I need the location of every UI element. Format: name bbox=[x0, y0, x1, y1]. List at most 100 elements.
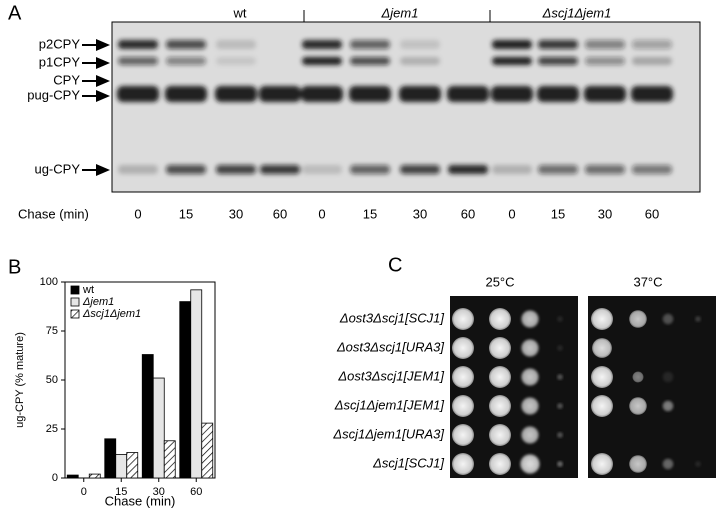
arrow-head bbox=[96, 164, 110, 176]
strain-label: Δscj1Δjem1[URA3] bbox=[332, 426, 444, 441]
band bbox=[492, 57, 532, 65]
band bbox=[400, 165, 440, 174]
band bbox=[492, 40, 532, 49]
strain-label: Δscj1[SCJ1] bbox=[372, 455, 444, 470]
band-label: ug-CPY bbox=[34, 161, 80, 176]
spot bbox=[452, 337, 474, 359]
lane-label: 60 bbox=[273, 206, 287, 221]
spot bbox=[489, 453, 511, 475]
band bbox=[585, 165, 625, 174]
band bbox=[216, 165, 256, 174]
legend-swatch bbox=[70, 309, 80, 319]
spot bbox=[557, 345, 563, 351]
lane-label: 15 bbox=[551, 206, 565, 221]
y-tick-label: 0 bbox=[52, 472, 58, 484]
spot bbox=[629, 310, 647, 328]
band bbox=[166, 57, 206, 65]
bar bbox=[152, 377, 165, 479]
band bbox=[585, 40, 625, 49]
x-tick-label: 30 bbox=[153, 486, 165, 498]
spot bbox=[557, 316, 563, 322]
spot bbox=[557, 403, 563, 409]
band bbox=[166, 165, 206, 174]
arrow-head bbox=[96, 75, 110, 87]
band-label: CPY bbox=[53, 72, 80, 87]
band bbox=[447, 86, 489, 102]
band bbox=[350, 40, 390, 49]
spot bbox=[521, 426, 539, 444]
band bbox=[302, 40, 342, 49]
band bbox=[632, 40, 672, 49]
band bbox=[448, 165, 488, 174]
band bbox=[215, 86, 257, 102]
band bbox=[491, 86, 533, 102]
bar bbox=[163, 440, 176, 479]
bar bbox=[141, 354, 154, 479]
lane-label: 60 bbox=[461, 206, 475, 221]
y-tick-label: 50 bbox=[46, 374, 58, 386]
band bbox=[260, 40, 300, 49]
strain-label: Δost3Δscj1[JEM1] bbox=[337, 368, 444, 383]
spot bbox=[521, 310, 539, 328]
band bbox=[349, 86, 391, 102]
legend-swatch bbox=[70, 285, 80, 295]
lane-label: 0 bbox=[318, 206, 325, 221]
temperature-label: 37°C bbox=[633, 274, 662, 289]
band bbox=[117, 86, 159, 102]
band bbox=[632, 57, 672, 65]
band bbox=[259, 86, 301, 102]
lane-label: 30 bbox=[598, 206, 612, 221]
group-label: Δjem1 bbox=[381, 5, 419, 20]
band bbox=[400, 40, 440, 49]
spot bbox=[520, 454, 540, 474]
band bbox=[350, 165, 390, 174]
spot bbox=[662, 400, 674, 412]
x-tick-label: 60 bbox=[190, 486, 202, 498]
spot bbox=[592, 338, 612, 358]
spot bbox=[662, 458, 674, 470]
spot bbox=[452, 308, 474, 330]
bar bbox=[115, 454, 128, 479]
bar bbox=[104, 438, 117, 479]
lane-label: 60 bbox=[645, 206, 659, 221]
spot bbox=[521, 397, 539, 415]
band bbox=[400, 57, 440, 65]
band-label: p2CPY bbox=[39, 36, 81, 51]
spot bbox=[629, 397, 647, 415]
lane-label: 0 bbox=[508, 206, 515, 221]
band bbox=[538, 40, 578, 49]
gel-bands bbox=[117, 40, 673, 174]
spot bbox=[521, 339, 539, 357]
spot bbox=[557, 374, 563, 380]
spot bbox=[452, 424, 474, 446]
spot bbox=[591, 395, 613, 417]
strain-label: Δscj1Δjem1[JEM1] bbox=[334, 397, 445, 412]
group-label: wt bbox=[233, 5, 247, 20]
y-axis-label: ug-CPY (% mature) bbox=[14, 332, 26, 428]
spot bbox=[452, 366, 474, 388]
panel-label: C bbox=[388, 254, 402, 276]
lane-label: 15 bbox=[363, 206, 377, 221]
spot bbox=[489, 337, 511, 359]
spot bbox=[489, 424, 511, 446]
legend-label: Δjem1 bbox=[82, 296, 114, 308]
bar bbox=[88, 473, 101, 479]
panel-label: B bbox=[8, 256, 21, 278]
lane-label: 30 bbox=[229, 206, 243, 221]
band bbox=[118, 57, 158, 65]
spot bbox=[629, 455, 647, 473]
band bbox=[538, 165, 578, 174]
band bbox=[260, 57, 300, 65]
band bbox=[448, 57, 488, 65]
legend-swatch bbox=[70, 297, 80, 307]
band bbox=[216, 40, 256, 49]
y-tick-label: 100 bbox=[40, 276, 58, 288]
bar bbox=[190, 289, 203, 479]
spot bbox=[489, 308, 511, 330]
bar bbox=[66, 474, 79, 479]
spot bbox=[662, 313, 674, 325]
spot bbox=[695, 461, 701, 467]
spot bbox=[695, 316, 701, 322]
band bbox=[632, 165, 672, 174]
x-tick-label: 0 bbox=[81, 486, 87, 498]
